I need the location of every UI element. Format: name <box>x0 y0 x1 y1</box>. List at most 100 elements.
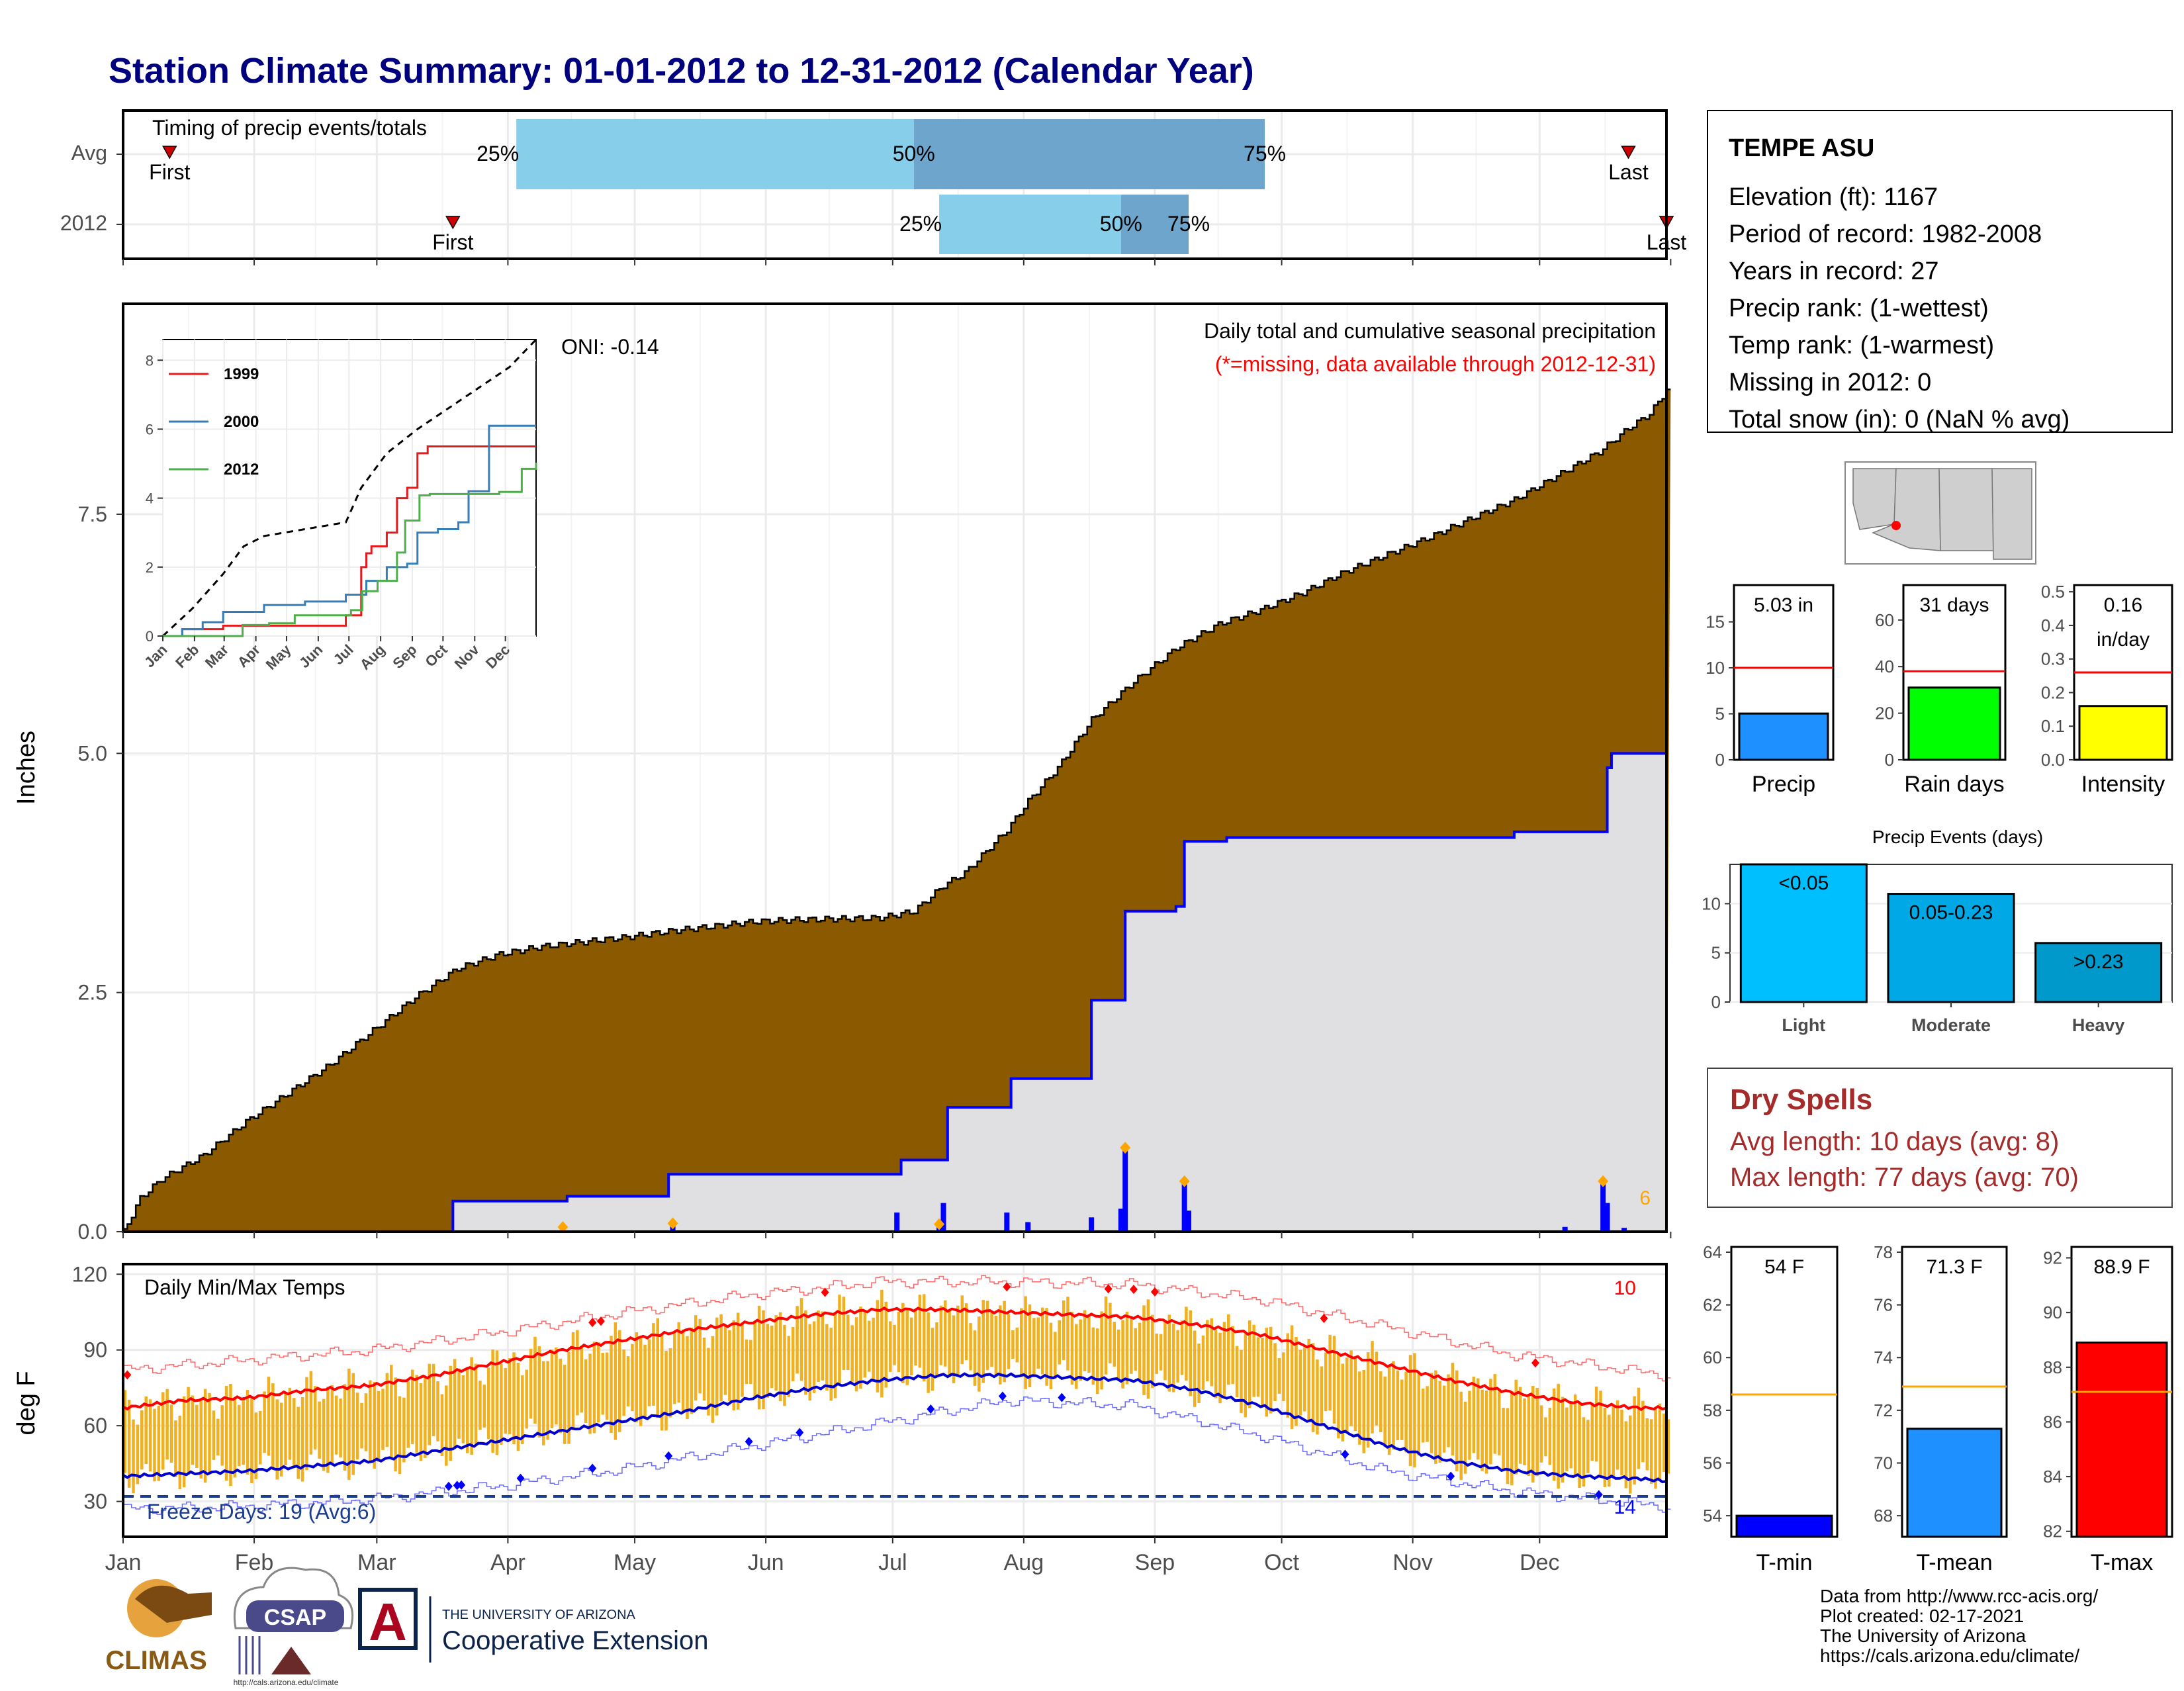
temp-range-bar <box>339 1398 342 1458</box>
record-low-marker <box>1594 1490 1603 1500</box>
temp-range-bar <box>622 1349 625 1416</box>
temp-range-bar <box>1599 1391 1602 1475</box>
temp-range-bar <box>220 1405 224 1466</box>
temp-range-bar <box>1341 1363 1345 1441</box>
mini-tmax-tick-label: 82 <box>2043 1522 2062 1541</box>
record-high-marker <box>1104 1284 1113 1294</box>
temp-range-bar <box>415 1375 418 1453</box>
temp-range-bar <box>639 1336 643 1426</box>
legend-label-2000: 2000 <box>224 413 259 431</box>
temp-range-bar <box>1095 1328 1099 1394</box>
temp-range-bar <box>1649 1419 1653 1484</box>
temp-range-bar <box>1447 1374 1450 1447</box>
temp-range-bar <box>1552 1388 1556 1481</box>
temp-range-bar <box>719 1314 723 1402</box>
mini-precip-tick-label: 0 <box>1715 750 1725 770</box>
temp-y-axis: 30 60 90 120 <box>72 1262 123 1514</box>
temp-range-bar <box>1658 1403 1662 1482</box>
temp-range-bar <box>1628 1415 1632 1494</box>
temp-range-bar <box>191 1395 195 1465</box>
timing-last-marker <box>1621 146 1636 160</box>
temp-range-bar <box>136 1424 140 1485</box>
mini-tmax-tick-label: 92 <box>2043 1248 2062 1268</box>
temp-range-bar <box>1206 1320 1209 1382</box>
temp-range-bar <box>491 1349 494 1453</box>
temp-range-bar <box>1159 1334 1163 1371</box>
temp-range-bar <box>1303 1348 1306 1412</box>
record-low-marker <box>664 1451 673 1461</box>
temp-range-bar <box>914 1310 917 1366</box>
temp-range-bar <box>246 1390 250 1475</box>
timing-row-2012: 2012 <box>60 211 107 235</box>
temp-range-bar <box>821 1311 825 1381</box>
temp-range-bar <box>542 1361 545 1445</box>
temp-range-bar <box>677 1322 680 1403</box>
temp-range-bar <box>804 1310 807 1395</box>
temp-range-bar <box>559 1358 563 1434</box>
temp-range-bar <box>1040 1307 1044 1375</box>
timing-p75-label: 75% <box>1244 142 1286 165</box>
temp-range-bar <box>1079 1319 1082 1381</box>
location-map <box>1844 461 2036 565</box>
temp-range-bar <box>694 1315 698 1401</box>
temp-range-bar <box>402 1397 406 1463</box>
events-y-tick-label: 5 <box>1711 943 1721 963</box>
timing-bar-q2-avg <box>913 119 1265 189</box>
temp-range-bar <box>1586 1420 1590 1474</box>
temp-range-bar <box>728 1330 731 1402</box>
temp-range-bar <box>571 1332 575 1431</box>
temp-range-bar <box>140 1410 144 1470</box>
temp-range-bar <box>169 1404 173 1463</box>
temp-range-bar <box>1252 1324 1255 1397</box>
tmean-chart: 68 70 72 74 76 78 71.3 F T-mean <box>1874 1242 2008 1575</box>
temp-range-bar <box>1561 1396 1565 1483</box>
events-bar-label: <0.05 <box>1778 872 1829 894</box>
temp-range-bar <box>419 1383 423 1461</box>
dry-spells-avg: Avg length: 10 days (avg: 8) <box>1730 1127 2059 1156</box>
mini-tmean-tick-label: 70 <box>1874 1453 1893 1473</box>
mini-intensity-tick-label: 0.3 <box>2041 649 2065 669</box>
temp-range-bar <box>187 1387 190 1475</box>
temp-range-bar <box>707 1348 710 1416</box>
timing-last-label: Last <box>1608 160 1649 184</box>
temp-range-bar <box>1637 1387 1641 1469</box>
temp-range-bar <box>842 1297 846 1370</box>
temp-range-bar <box>271 1383 275 1470</box>
precip-event-marker <box>1179 1175 1190 1187</box>
mini-tmin-tick-label: 54 <box>1703 1506 1722 1526</box>
temp-range-bar <box>216 1418 220 1456</box>
temp-range-bar <box>470 1357 473 1455</box>
daily-precip-bar <box>940 1203 946 1232</box>
temp-range-bar <box>643 1344 647 1418</box>
temp-range-bar <box>1345 1357 1349 1434</box>
temp-range-bar <box>229 1383 232 1486</box>
mini-tmax-tick-label: 90 <box>2043 1303 2062 1322</box>
temp-range-bar <box>732 1320 736 1411</box>
mini-raindays-value-label: 31 days <box>1919 594 1989 616</box>
temp-range-bar <box>829 1328 833 1401</box>
temp-range-bar <box>1328 1334 1332 1411</box>
temp-range-bar <box>1612 1406 1615 1477</box>
temp-range-bar <box>1091 1327 1095 1385</box>
temp-range-bar <box>584 1359 588 1423</box>
timing-row-avg: Avg <box>71 141 107 165</box>
temp-y-label: deg F <box>13 1371 40 1435</box>
month-tick-label: Oct <box>1264 1550 1299 1575</box>
precip-caption: Daily total and cumulative seasonal prec… <box>1204 319 1656 343</box>
temp-range-bar <box>817 1310 820 1383</box>
precip-event-marker <box>1598 1175 1609 1187</box>
events-y-tick-label: 10 <box>1702 893 1721 913</box>
mini-tmin-bar <box>1735 1514 1833 1538</box>
month-tick-label: Mar <box>357 1550 396 1575</box>
temp-range-bar <box>1244 1334 1248 1418</box>
temp-range-bar <box>1497 1389 1501 1455</box>
mini-tmax-value-label: 88.9 F <box>2093 1256 2150 1278</box>
dry-spells-box: Dry Spells Avg length: 10 days (avg: 8) … <box>1707 1068 2173 1208</box>
mini-tmin-tick-label: 60 <box>1703 1348 1722 1367</box>
daily-precip-bar <box>894 1212 900 1232</box>
temp-range-bar <box>300 1396 304 1482</box>
temp-range-bar <box>1265 1328 1269 1417</box>
temp-range-bar <box>1337 1353 1340 1439</box>
mini-raindays-tick-label: 0 <box>1885 750 1894 770</box>
